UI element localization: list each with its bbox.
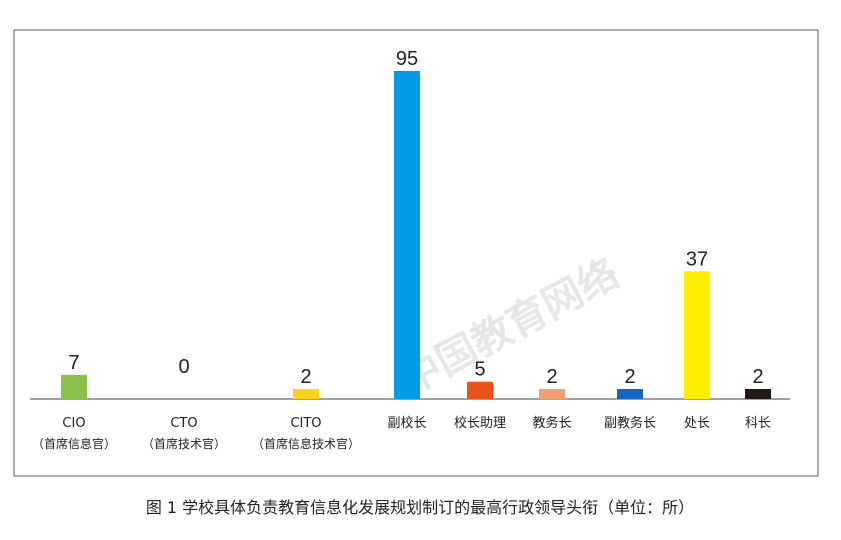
value-label-6: 2	[624, 366, 635, 388]
watermark: 中国教育网络	[393, 251, 627, 404]
value-labels-group: 7 0 2 95 5 2 2 37 2	[68, 48, 763, 388]
bar-0	[61, 374, 87, 399]
value-label-4: 5	[474, 359, 485, 381]
bar-4	[467, 381, 493, 399]
bar-6	[617, 389, 643, 399]
bar-5	[539, 389, 565, 399]
category-labels-group: CIO （首席信息官） CTO （首席技术官） CITO （首席信息技术官） 副校长 校长助理…	[32, 415, 771, 451]
value-label-5: 2	[546, 366, 557, 388]
bar-2	[293, 389, 319, 399]
category-label-6: 副教务长	[604, 415, 656, 431]
bar-3	[394, 71, 420, 399]
category-sublabel-0: （首席信息官）	[32, 436, 116, 451]
category-label-1: CTO	[170, 416, 197, 431]
value-label-8: 2	[752, 366, 763, 388]
category-label-7: 处长	[684, 416, 710, 431]
category-label-8: 科长	[745, 416, 771, 431]
category-label-5: 教务长	[532, 415, 571, 431]
value-label-1: 0	[178, 356, 189, 378]
value-label-2: 2	[300, 366, 311, 388]
chart-title: 图 1 学校具体负责教育信息化发展规划制订的最高行政领导头衔（单位：所）	[146, 498, 694, 517]
category-sublabel-1: （首席技术官）	[142, 436, 226, 451]
category-sublabel-2: （首席信息技术官）	[252, 436, 360, 451]
category-label-3: 副校长	[387, 415, 426, 431]
bar-8	[745, 389, 771, 399]
category-label-4: 校长助理	[454, 415, 506, 431]
value-label-3: 95	[396, 48, 418, 70]
category-label-2: CITO	[290, 416, 321, 431]
value-label-0: 7	[68, 352, 79, 374]
bar-7	[684, 271, 710, 399]
chart-frame	[13, 29, 819, 477]
category-label-0: CIO	[62, 416, 85, 431]
value-label-7: 37	[686, 248, 708, 270]
bars-group	[61, 71, 771, 399]
